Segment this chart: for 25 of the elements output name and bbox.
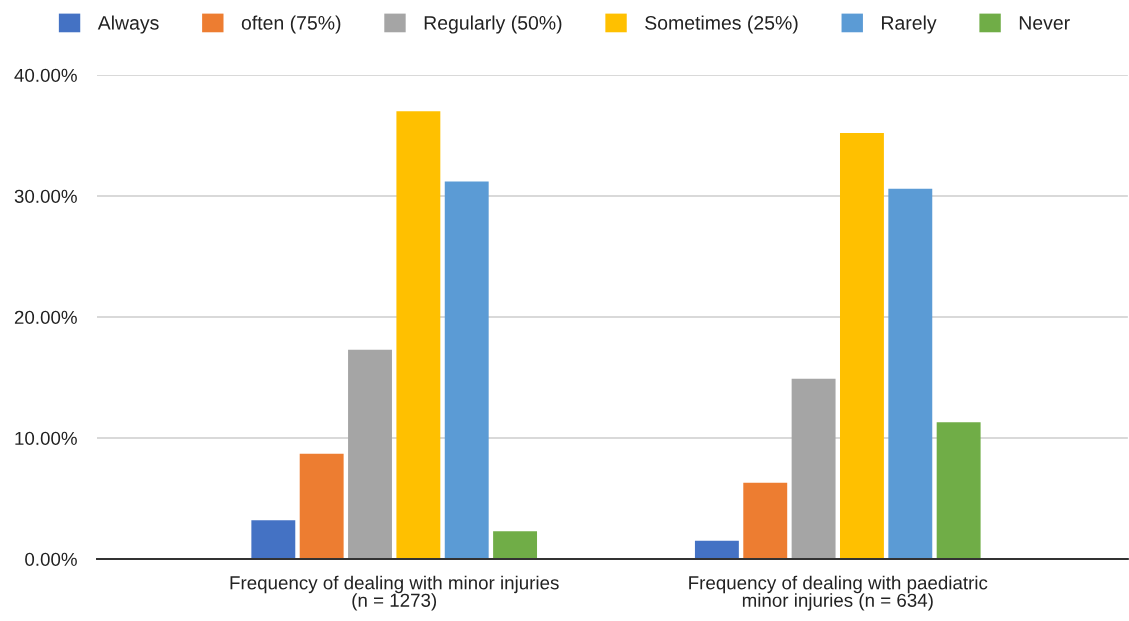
bar [694,540,739,559]
x-tick-label: Frequency of dealing with paediatric minor injuries (n = 634) [689,575,988,611]
y-tick-label: 30.00% [14,189,77,203]
y-tick-label: 40.00% [14,68,77,82]
legend-label: Sometimes (25%) [645,15,798,34]
bar [396,111,441,559]
bar [251,520,296,559]
legend-label: Regularly (50%) [424,15,562,34]
bar [888,188,933,559]
legend-label: often (75%) [241,15,341,34]
bar [493,531,538,559]
bar [839,133,884,559]
bar [444,181,489,559]
y-tick-label: 10.00% [15,431,77,445]
bar [936,422,981,559]
y-tick-label: 0.00% [25,552,77,566]
legend-label: Rarely [882,15,937,34]
bar [791,378,836,559]
legend-label: Always [97,15,159,34]
bar [743,482,788,559]
y-tick-label: 20.00% [14,310,77,324]
legend-label: Never [1019,16,1070,30]
bar [299,453,344,559]
x-tick-label: Frequency of dealing with minor injuries (n = 1273) [230,575,559,611]
bar [348,349,392,559]
